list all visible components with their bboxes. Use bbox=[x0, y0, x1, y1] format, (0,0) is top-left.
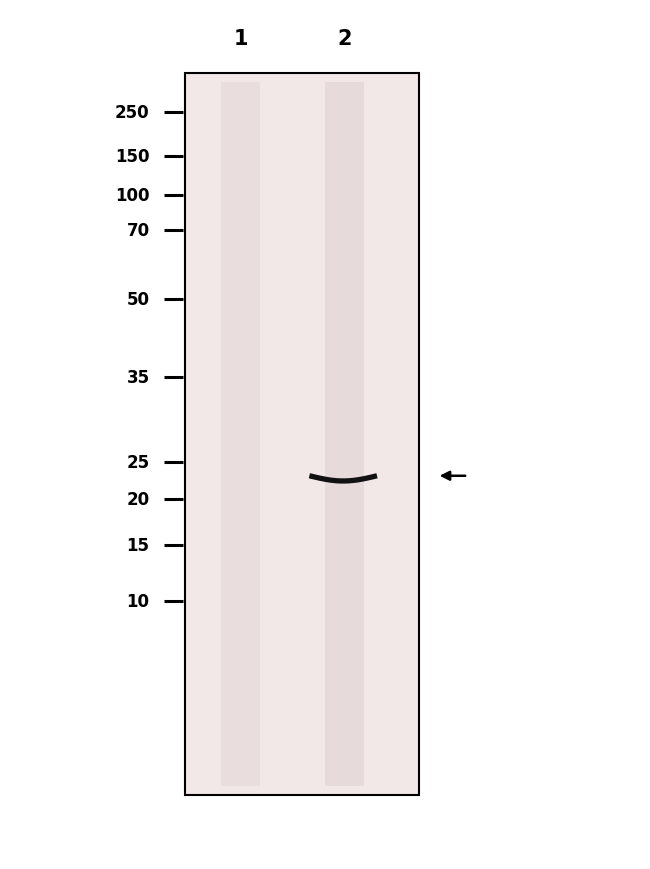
Text: 100: 100 bbox=[115, 187, 150, 204]
Text: 20: 20 bbox=[126, 491, 150, 508]
Bar bbox=[221, 83, 260, 786]
Text: 1: 1 bbox=[233, 30, 248, 49]
Text: 70: 70 bbox=[126, 222, 150, 239]
Bar bbox=[185, 74, 419, 795]
Text: 25: 25 bbox=[126, 454, 150, 471]
Text: 10: 10 bbox=[127, 593, 150, 610]
Text: 50: 50 bbox=[127, 291, 150, 308]
Text: 35: 35 bbox=[126, 369, 150, 387]
Bar bbox=[325, 83, 364, 786]
Text: 2: 2 bbox=[337, 30, 352, 49]
Text: 15: 15 bbox=[127, 537, 150, 554]
Text: 150: 150 bbox=[115, 148, 150, 165]
Text: 250: 250 bbox=[115, 104, 150, 122]
